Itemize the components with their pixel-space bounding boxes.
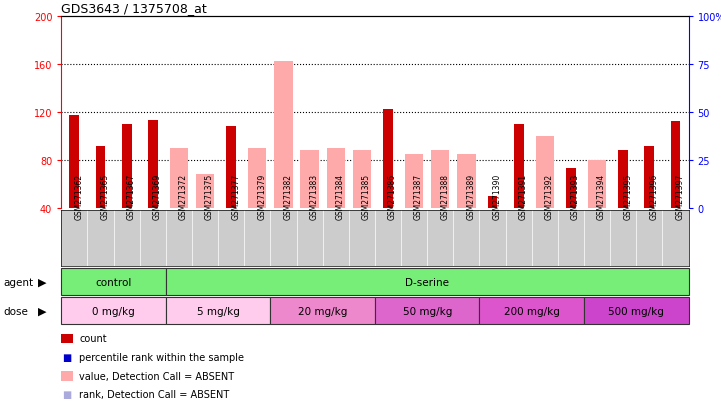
Text: 0 mg/kg: 0 mg/kg <box>92 306 135 316</box>
Text: count: count <box>79 334 107 344</box>
Text: GSM271396: GSM271396 <box>650 173 658 219</box>
Text: ▶: ▶ <box>37 277 46 287</box>
Text: GSM271379: GSM271379 <box>257 173 266 219</box>
Bar <box>61 268 166 295</box>
Bar <box>122 125 132 209</box>
Text: 500 mg/kg: 500 mg/kg <box>609 306 664 316</box>
Bar <box>327 149 345 209</box>
Bar <box>270 297 375 324</box>
Bar <box>487 197 497 209</box>
Text: GSM271383: GSM271383 <box>309 173 319 219</box>
Text: control: control <box>95 277 132 287</box>
Text: 5 mg/kg: 5 mg/kg <box>197 306 239 316</box>
Bar <box>566 169 576 209</box>
Text: agent: agent <box>4 277 34 287</box>
Text: GSM271392: GSM271392 <box>545 173 554 219</box>
Bar <box>584 297 689 324</box>
Bar <box>274 62 293 209</box>
Bar <box>618 151 628 209</box>
Bar <box>169 149 188 209</box>
Bar <box>95 146 105 209</box>
Bar <box>166 297 270 324</box>
Text: GSM271362: GSM271362 <box>74 173 84 219</box>
Text: GSM271395: GSM271395 <box>623 173 632 219</box>
Text: GSM271393: GSM271393 <box>571 173 580 219</box>
Bar <box>61 297 166 324</box>
Text: GSM271372: GSM271372 <box>179 173 188 219</box>
Bar <box>226 127 236 209</box>
Text: GSM271387: GSM271387 <box>414 173 423 219</box>
Bar <box>148 121 158 209</box>
Text: ▶: ▶ <box>37 306 46 316</box>
Text: rank, Detection Call = ABSENT: rank, Detection Call = ABSENT <box>79 389 229 399</box>
Text: GSM271365: GSM271365 <box>100 173 110 219</box>
Text: GSM271369: GSM271369 <box>153 173 162 219</box>
Bar <box>375 297 479 324</box>
Text: GSM271377: GSM271377 <box>231 173 240 219</box>
Bar <box>353 151 371 209</box>
Text: GSM271386: GSM271386 <box>388 173 397 219</box>
Bar <box>69 116 79 209</box>
Text: GSM271375: GSM271375 <box>205 173 214 219</box>
Text: GSM271384: GSM271384 <box>336 173 345 219</box>
Text: GSM271382: GSM271382 <box>283 173 293 219</box>
Text: 200 mg/kg: 200 mg/kg <box>504 306 559 316</box>
Bar <box>513 125 523 209</box>
Bar <box>431 151 449 209</box>
Text: GSM271388: GSM271388 <box>441 173 449 219</box>
Bar <box>645 146 655 209</box>
Text: value, Detection Call = ABSENT: value, Detection Call = ABSENT <box>79 371 234 381</box>
Text: GSM271389: GSM271389 <box>466 173 475 219</box>
Bar <box>383 110 393 209</box>
Text: GSM271390: GSM271390 <box>492 173 502 219</box>
Text: GSM271367: GSM271367 <box>127 173 136 219</box>
Bar <box>536 137 554 209</box>
Text: GDS3643 / 1375708_at: GDS3643 / 1375708_at <box>61 2 207 15</box>
Text: GSM271397: GSM271397 <box>676 173 684 219</box>
Bar <box>588 161 606 209</box>
Text: 50 mg/kg: 50 mg/kg <box>402 306 452 316</box>
Bar <box>248 149 267 209</box>
Text: dose: dose <box>4 306 29 316</box>
Bar <box>196 175 214 209</box>
Bar <box>457 154 476 209</box>
Bar <box>166 268 689 295</box>
Text: D-serine: D-serine <box>405 277 449 287</box>
Bar <box>301 151 319 209</box>
Bar <box>479 297 584 324</box>
Text: ■: ■ <box>63 352 71 362</box>
Text: percentile rank within the sample: percentile rank within the sample <box>79 352 244 362</box>
Text: GSM271394: GSM271394 <box>597 173 606 219</box>
Text: ■: ■ <box>63 389 71 399</box>
Bar <box>405 154 423 209</box>
Text: GSM271385: GSM271385 <box>362 173 371 219</box>
Text: GSM271391: GSM271391 <box>518 173 528 219</box>
Bar <box>671 122 681 209</box>
Text: 20 mg/kg: 20 mg/kg <box>298 306 348 316</box>
